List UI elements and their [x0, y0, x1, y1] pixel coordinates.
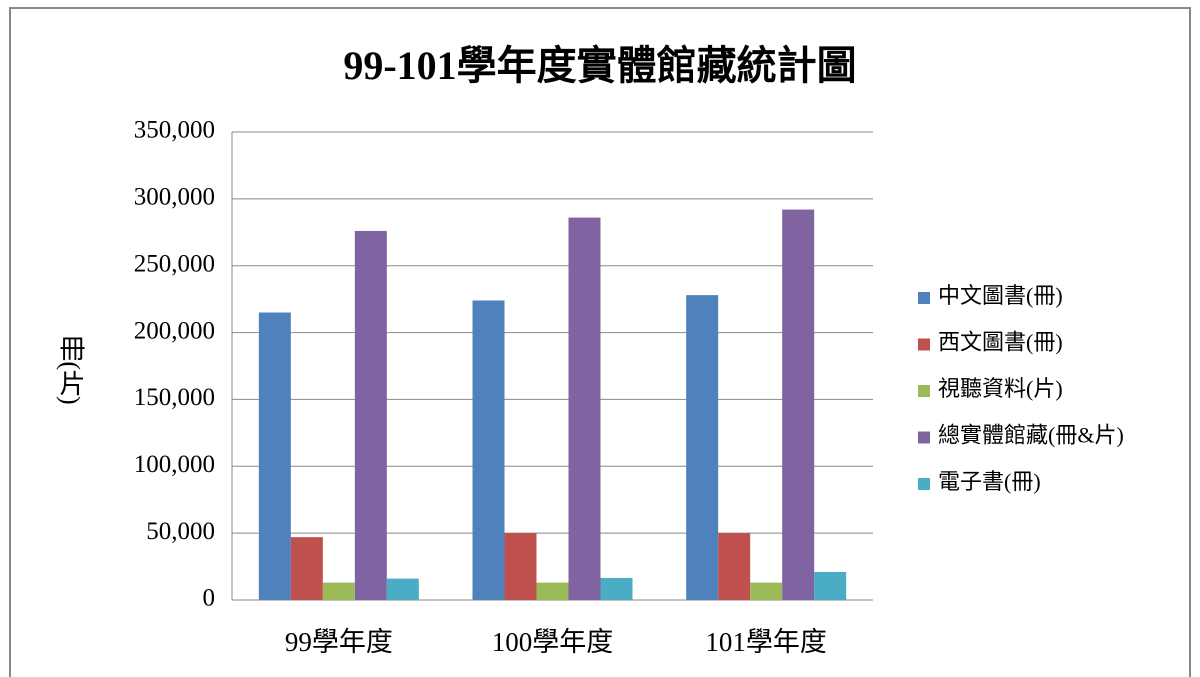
x-tick-label: 101學年度 [705, 627, 827, 657]
bar [718, 533, 751, 600]
legend-swatch [918, 478, 930, 490]
bar [472, 300, 505, 600]
legend-label: 總實體館藏(冊&片) [938, 423, 1124, 448]
y-tick-label: 350,000 [134, 117, 215, 144]
legend-label: 電子書(冊) [938, 469, 1041, 494]
y-tick-label: 0 [203, 585, 216, 612]
bar [354, 230, 387, 600]
legend-label: 中文圖書(冊) [938, 283, 1063, 308]
y-axis-label: 冊(片) [56, 335, 85, 404]
legend-swatch [918, 431, 930, 444]
bar [322, 582, 355, 600]
y-tick-label: 250,000 [134, 250, 215, 277]
bar [600, 577, 633, 600]
legend-label: 西文圖書(冊) [938, 330, 1063, 355]
bar [386, 578, 419, 600]
y-tick-label: 150,000 [134, 384, 215, 411]
legend-swatch [918, 338, 930, 351]
bar [814, 571, 847, 600]
bar [258, 312, 291, 600]
bar [750, 582, 783, 600]
bar [536, 582, 569, 600]
y-tick-label: 100,000 [134, 451, 215, 478]
x-tick-label: 99學年度 [285, 627, 393, 657]
chart-title: 99-101學年度實體館藏統計圖 [343, 43, 856, 88]
y-tick-label: 200,000 [134, 317, 215, 344]
bar [568, 217, 601, 600]
bar [686, 295, 719, 600]
legend-swatch [918, 292, 930, 304]
bar [504, 533, 537, 600]
bar [782, 209, 815, 600]
legend-label: 視聽資料(片) [938, 376, 1063, 401]
y-tick-label: 50,000 [146, 518, 215, 545]
x-tick-label: 100學年度 [492, 627, 614, 657]
bar [290, 537, 323, 600]
legend-swatch [918, 385, 930, 397]
y-tick-label: 300,000 [134, 184, 215, 211]
